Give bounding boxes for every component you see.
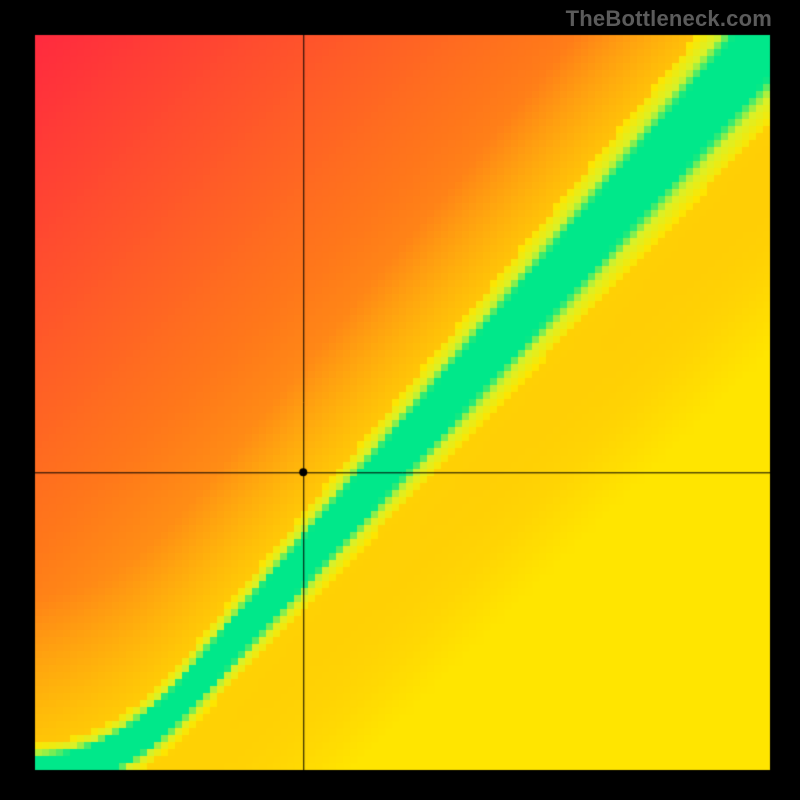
watermark-text: TheBottleneck.com <box>566 6 772 32</box>
bottleneck-heatmap <box>0 0 800 800</box>
